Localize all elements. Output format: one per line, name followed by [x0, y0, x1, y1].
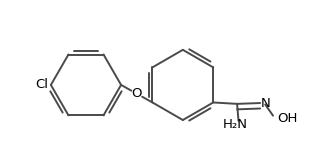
Text: Cl: Cl: [36, 78, 49, 91]
Text: O: O: [131, 87, 142, 100]
Text: N: N: [261, 97, 271, 110]
Text: OH: OH: [277, 112, 297, 125]
Text: H₂N: H₂N: [223, 118, 248, 131]
